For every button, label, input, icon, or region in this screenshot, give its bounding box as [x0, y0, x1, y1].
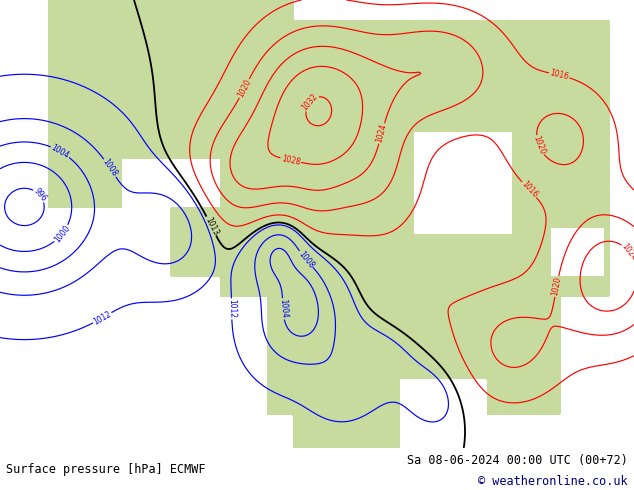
Text: 1012: 1012: [227, 299, 236, 318]
Text: Surface pressure [hPa] ECMWF: Surface pressure [hPa] ECMWF: [6, 463, 206, 476]
Text: 996: 996: [32, 187, 48, 204]
Text: 1032: 1032: [300, 92, 320, 112]
Text: 1016: 1016: [519, 180, 539, 200]
Text: 1008: 1008: [101, 157, 119, 178]
Text: 1013: 1013: [203, 216, 220, 237]
Text: © weatheronline.co.uk: © weatheronline.co.uk: [478, 475, 628, 488]
Text: 1004: 1004: [49, 143, 71, 160]
Text: 1016: 1016: [549, 69, 570, 82]
Text: 1004: 1004: [278, 299, 288, 319]
Text: 1024: 1024: [375, 123, 389, 144]
Text: Sa 08-06-2024 00:00 UTC (00+72): Sa 08-06-2024 00:00 UTC (00+72): [407, 454, 628, 467]
Text: 1008: 1008: [296, 249, 316, 270]
Text: 1020: 1020: [550, 276, 563, 296]
Text: 1012: 1012: [92, 309, 113, 326]
Text: 1028: 1028: [280, 154, 301, 167]
Text: 1024: 1024: [620, 242, 634, 263]
Text: 1020: 1020: [236, 78, 253, 99]
Text: 1000: 1000: [53, 223, 72, 245]
Text: 1020: 1020: [531, 135, 547, 156]
